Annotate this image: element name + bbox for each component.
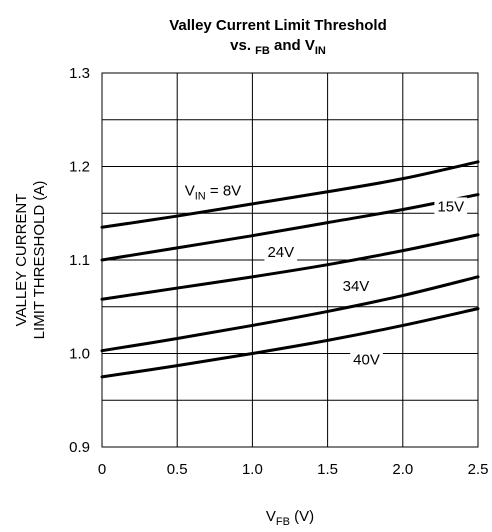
- series-line-24v: [100, 233, 480, 301]
- grid: [102, 73, 478, 447]
- x-tick-label: 2.5: [468, 461, 489, 478]
- y-axis-label-line-1: VALLEY CURRENT: [13, 194, 30, 327]
- x-tick-label: 2.0: [392, 461, 413, 478]
- series-label-15v: 15V: [434, 197, 468, 217]
- y-axis-label-line-2: LIMIT THRESHOLD (A): [31, 181, 48, 340]
- chart-title-line-2: vs. FB and VIN: [230, 37, 326, 57]
- series-label-34v: 34V: [343, 278, 370, 295]
- svg-text:24V: 24V: [267, 244, 294, 261]
- series-line-40v: [100, 307, 480, 379]
- y-tick-label: 1.0: [69, 346, 90, 363]
- y-tick-label: 1.2: [69, 159, 90, 176]
- series-labels: VIN = 8V 15V 24V 34V 40V: [185, 182, 468, 370]
- series-line-34v: [100, 275, 480, 353]
- x-tick-label: 1.0: [242, 461, 263, 478]
- series-line-15v: [100, 193, 480, 262]
- x-axis-label: VFB (V): [266, 508, 314, 528]
- series-label-40v: 40V: [350, 350, 383, 370]
- x-tick-label: 0.5: [167, 461, 188, 478]
- x-tick-label: 0: [98, 461, 106, 478]
- y-tick-label: 0.9: [69, 439, 90, 456]
- x-tick-label: 1.5: [317, 461, 338, 478]
- svg-text:15V: 15V: [437, 198, 464, 215]
- y-tick-labels: 0.9 1.0 1.1 1.2 1.3: [69, 65, 90, 456]
- series-label-24v: 24V: [264, 243, 298, 263]
- svg-text:40V: 40V: [353, 352, 380, 369]
- svg-text:34V: 34V: [343, 278, 370, 295]
- series-lines: [100, 160, 480, 379]
- y-tick-label: 1.1: [69, 252, 90, 269]
- chart-title-line-1: Valley Current Limit Threshold: [169, 17, 387, 34]
- series-label-8v: VIN = 8V: [185, 182, 241, 202]
- series-line-8v: [100, 160, 480, 229]
- y-tick-label: 1.3: [69, 65, 90, 82]
- svg-text:VIN = 8V: VIN = 8V: [185, 182, 241, 202]
- x-tick-labels: 0 0.5 1.0 1.5 2.0 2.5: [98, 461, 489, 478]
